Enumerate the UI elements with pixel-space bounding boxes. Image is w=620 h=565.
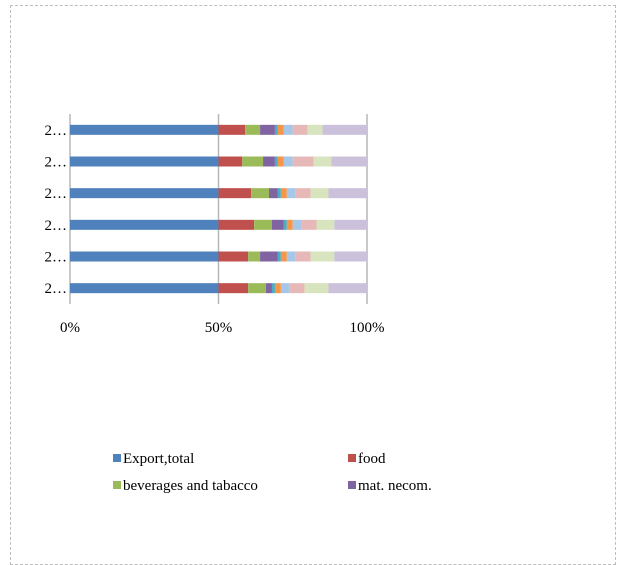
bar-segment-c5-s1	[218, 124, 246, 135]
bar-segment-c2-s1	[218, 219, 255, 230]
legend-swatch-2	[113, 481, 121, 489]
bar-segment-c0-s0	[70, 283, 219, 294]
chart-frame: 2… 2… 2… 2… 2… 2… 0% 50% 100% Export,total food bev…	[10, 5, 616, 565]
bar-segment-c3-s0	[70, 188, 219, 199]
bar-segment-c1-s0	[70, 251, 219, 262]
bar-segment-c5-s3	[260, 124, 275, 135]
bar-segment-c4-s1	[218, 156, 243, 167]
bar-segment-c3-s3	[268, 188, 278, 199]
bar-segment-c3-s1	[218, 188, 252, 199]
x-tick-label-2: 100%	[350, 320, 385, 336]
bar-segment-c1-s4	[277, 251, 281, 262]
bar-segment-c2-s3	[271, 219, 284, 230]
bar-segment-c5-s7	[292, 124, 308, 135]
bar-segment-c0-s2	[248, 283, 267, 294]
bar-segment-c0-s8	[304, 283, 329, 294]
bar-segment-c5-s5	[277, 124, 284, 135]
bar-segment-c3-s5	[280, 188, 287, 199]
bar-segment-c2-s0	[70, 219, 219, 230]
legend-swatch-0	[113, 454, 121, 462]
bar-segment-c2-s7	[301, 219, 317, 230]
bar-segment-c5-s0	[70, 124, 219, 135]
legend-swatch-3	[348, 481, 356, 489]
bar-segment-c3-s6	[286, 188, 296, 199]
bar-segment-c4-s0	[70, 156, 219, 167]
bar-segment-c3-s8	[310, 188, 329, 199]
bar-segment-c0-s5	[274, 283, 281, 294]
bar-segment-c1-s7	[295, 251, 311, 262]
bar-segment-c3-s9	[328, 188, 367, 199]
bar-segment-c4-s6	[283, 156, 293, 167]
legend-label-3: mat. necom.	[358, 478, 432, 494]
legend-swatch-1	[348, 454, 356, 462]
bar-segment-c5-s4	[274, 124, 278, 135]
bar-segment-c0-s6	[280, 283, 290, 294]
bar-segment-c2-s9	[334, 219, 367, 230]
bar-segment-c3-s2	[251, 188, 269, 199]
category-label-4: 2…	[45, 155, 68, 171]
bar-segment-c2-s4	[283, 219, 287, 230]
bar-segment-c5-s9	[322, 124, 367, 135]
bar-segment-c0-s1	[218, 283, 249, 294]
stacked-bar-chart: 2… 2… 2… 2… 2… 2… 0% 50% 100% Export,total food bev…	[45, 114, 432, 494]
category-label-5: 2…	[45, 123, 68, 139]
x-tick-label-0: 0%	[60, 320, 80, 336]
bar-segment-c5-s8	[307, 124, 323, 135]
bar-segment-c2-s2	[254, 219, 272, 230]
category-label-2: 2…	[45, 218, 68, 234]
bar-segment-c0-s4	[271, 283, 275, 294]
bar-segment-c5-s6	[283, 124, 293, 135]
bar-segment-c1-s5	[280, 251, 287, 262]
bar-segment-c1-s6	[286, 251, 296, 262]
bar-segment-c4-s7	[292, 156, 314, 167]
bar-segment-c3-s7	[295, 188, 311, 199]
bar-segment-c4-s8	[313, 156, 332, 167]
bar-segment-c0-s7	[289, 283, 305, 294]
bar-segment-c3-s4	[277, 188, 281, 199]
bar-segment-c2-s8	[316, 219, 335, 230]
bar-segment-c4-s9	[331, 156, 367, 167]
bar-segment-c1-s9	[334, 251, 367, 262]
bar-segment-c4-s2	[242, 156, 264, 167]
bar-segment-c4-s3	[263, 156, 275, 167]
bar-segment-c4-s4	[274, 156, 278, 167]
category-label-0: 2…	[45, 281, 68, 297]
bar-segment-c0-s3	[266, 283, 272, 294]
bar-segment-c1-s8	[310, 251, 335, 262]
bar-segment-c2-s6	[292, 219, 302, 230]
bar-segment-c1-s1	[218, 251, 249, 262]
bar-segment-c0-s9	[328, 283, 367, 294]
bar-segment-c1-s3	[260, 251, 278, 262]
legend-label-1: food	[358, 451, 386, 467]
legend-label-0: Export,total	[123, 451, 194, 467]
bar-segment-c1-s2	[248, 251, 261, 262]
legend-label-2: beverages and tabacco	[123, 478, 258, 494]
category-label-1: 2…	[45, 250, 68, 266]
bar-segment-c4-s5	[277, 156, 284, 167]
bar-segment-c2-s5	[286, 219, 293, 230]
category-label-3: 2…	[45, 186, 68, 202]
bar-segment-c5-s2	[245, 124, 261, 135]
x-tick-label-1: 50%	[205, 320, 233, 336]
